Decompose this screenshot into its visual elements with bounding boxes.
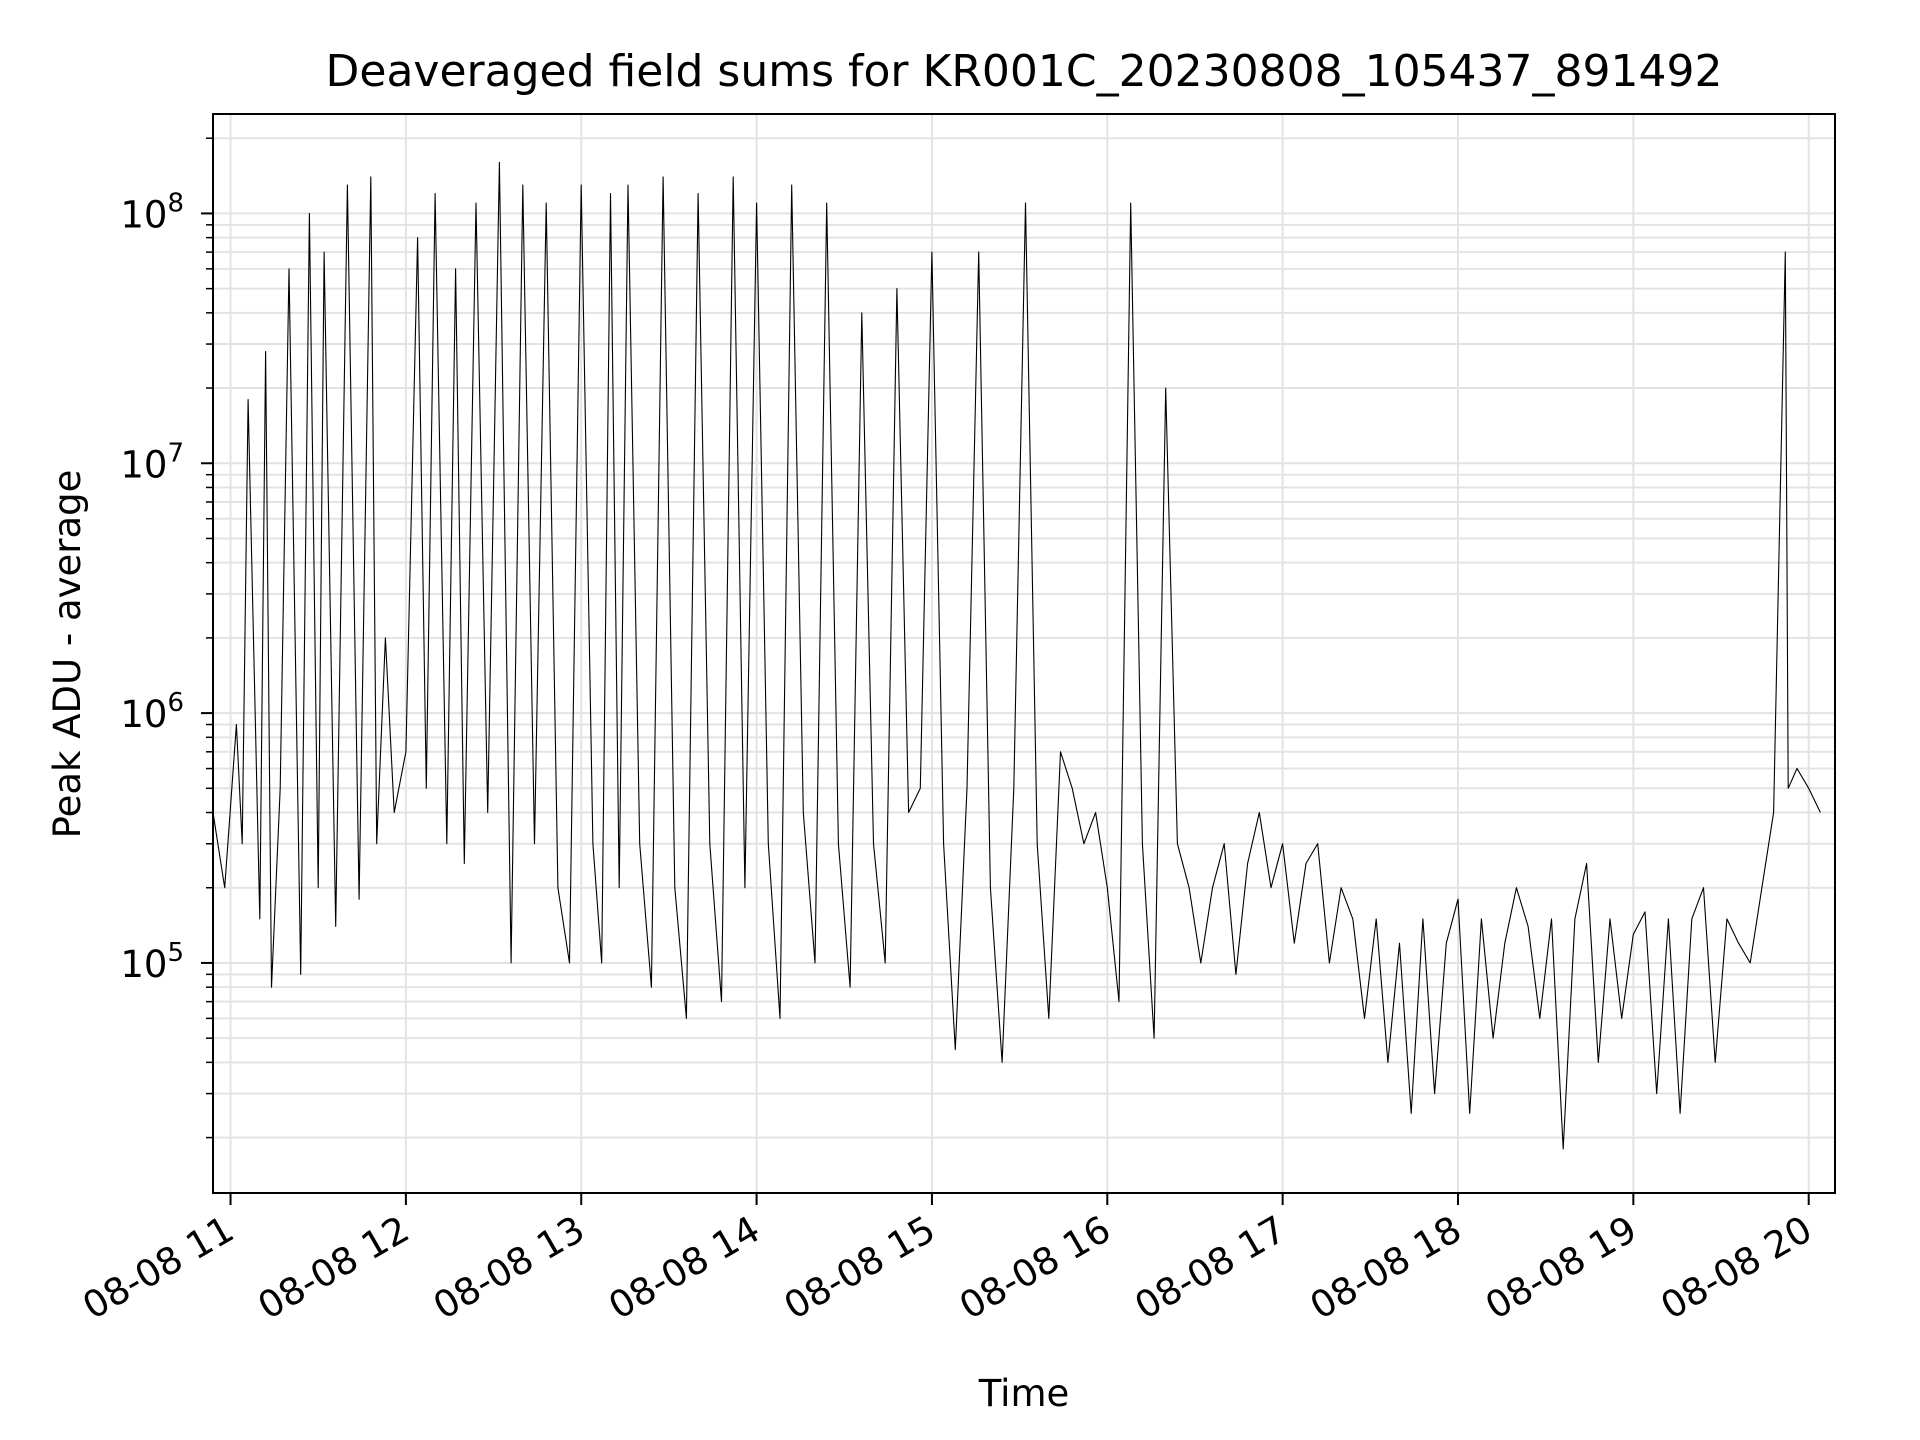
y-tick-label: 108 [120,188,184,236]
plot-frame [212,113,1836,1194]
chart-title: Deaveraged field sums for KR001C_2023080… [326,46,1723,97]
series-line [213,161,1821,1150]
grid [213,114,1835,1193]
y-axis-label: Peak ADU - average [46,470,89,839]
y-tick-label: 107 [120,438,184,486]
y-tick-label: 106 [120,688,184,736]
plot-clip-group [213,161,1821,1150]
y-tick-label: 105 [120,938,184,986]
x-axis-label: Time [978,1372,1070,1415]
y-axis-ticks: 105 106 107 108 [120,137,213,1139]
